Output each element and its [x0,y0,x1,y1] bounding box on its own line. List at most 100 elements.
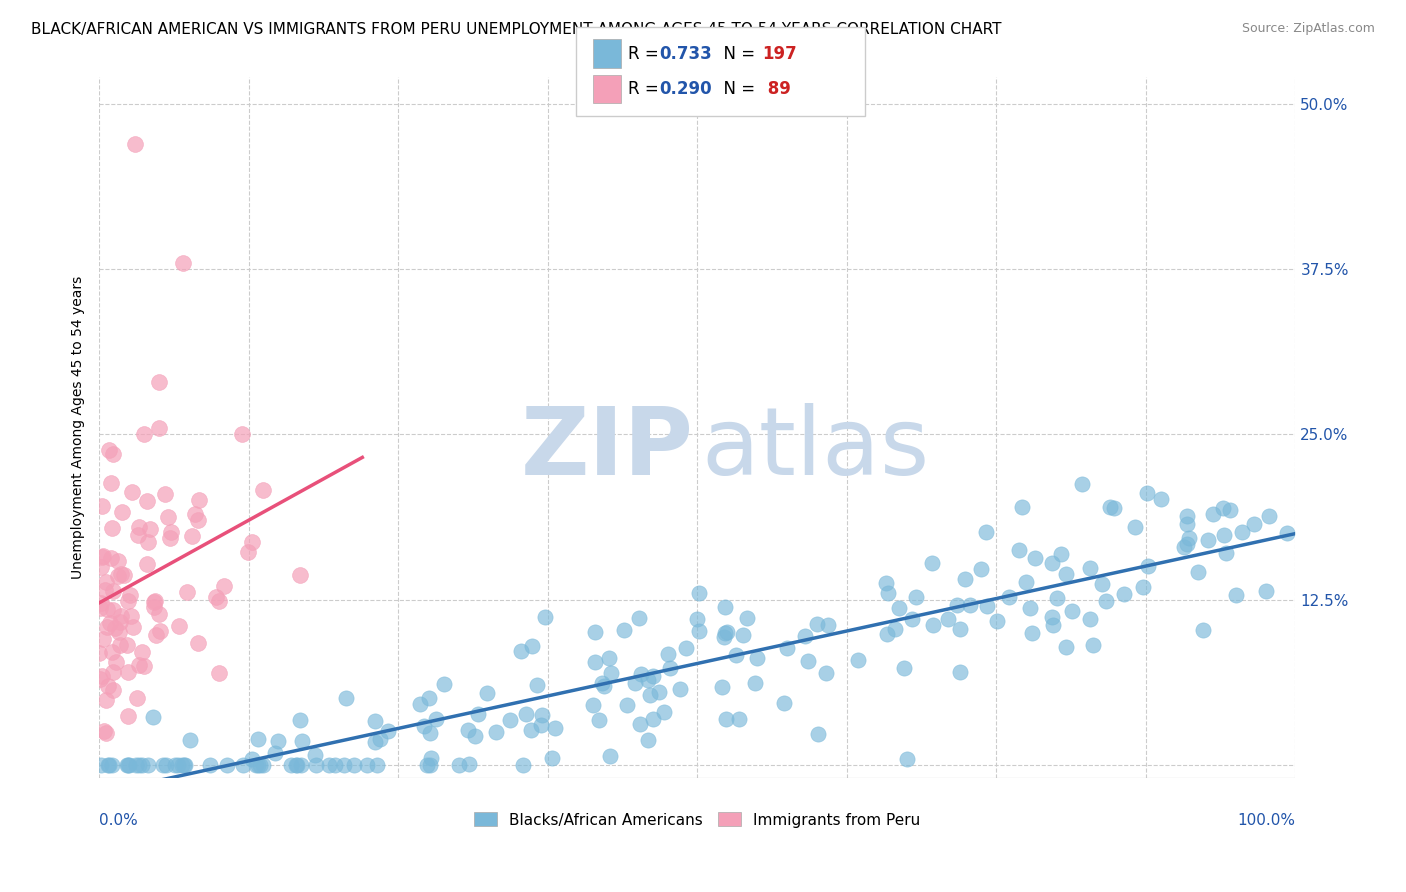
Point [416,758,439,772]
Text: N =: N = [713,45,761,62]
Point [519,723,541,738]
Text: atlas: atlas [700,403,929,495]
Point [974,525,997,540]
Point [93,582,115,597]
Point [648,685,671,699]
Point [187,636,209,650]
Point [998,590,1021,604]
Point [1192,623,1215,637]
Point [725,648,748,663]
Point [675,640,697,655]
Point [120,589,142,603]
Point [419,725,441,739]
Point [264,746,287,760]
Point [335,691,357,706]
Point [120,608,142,623]
Point [686,612,709,626]
Point [90,560,112,574]
Point [89,646,111,660]
Point [108,625,131,640]
Point [89,601,111,615]
Point [598,650,620,665]
Text: 100.0%: 100.0% [1237,814,1295,829]
Point [103,584,125,599]
Point [208,665,231,680]
Point [142,710,165,724]
Point [240,534,263,549]
Point [616,698,638,712]
Point [1225,588,1247,602]
Point [745,650,768,665]
Point [115,758,138,772]
Point [101,645,124,659]
Point [936,612,959,626]
Point [641,712,664,726]
Point [1125,520,1147,534]
Point [101,665,124,680]
Point [846,653,869,667]
Point [419,758,441,772]
Point [1212,501,1234,516]
Point [540,751,562,765]
Point [145,628,167,642]
Point [290,714,312,728]
Point [1040,556,1063,570]
Point [117,665,139,679]
Point [121,484,143,499]
Point [638,688,661,702]
Point [688,624,710,638]
Point [1275,526,1298,541]
Point [1015,574,1038,589]
Point [627,611,650,625]
Point [630,667,652,681]
Point [1173,540,1195,554]
Point [280,758,302,772]
Point [1177,531,1199,545]
Point [131,645,153,659]
Point [107,554,129,568]
Point [976,599,998,614]
Point [132,426,155,441]
Point [104,621,127,635]
Point [1054,567,1077,582]
Point [167,758,190,772]
Point [184,507,207,521]
Point [419,751,441,765]
Point [520,639,543,653]
Point [735,611,758,625]
Point [1024,551,1046,566]
Point [1202,507,1225,521]
Text: R =: R = [628,45,665,62]
Point [533,610,555,624]
Point [1254,583,1277,598]
Point [97,758,120,772]
Point [117,594,139,608]
Point [1197,533,1219,548]
Point [733,628,755,642]
Point [115,638,138,652]
Point [1042,618,1064,632]
Point [91,632,114,646]
Point [1175,508,1198,523]
Point [212,580,235,594]
Text: 0.290: 0.290 [659,80,711,98]
Point [593,679,616,693]
Point [433,677,456,691]
Point [883,622,905,636]
Point [457,723,479,737]
Point [1060,605,1083,619]
Point [531,708,554,723]
Point [117,758,139,772]
Point [90,596,112,610]
Point [591,676,613,690]
Point [1078,561,1101,575]
Point [773,696,796,710]
Point [1008,542,1031,557]
Point [96,619,118,633]
Point [588,713,610,727]
Point [333,758,356,772]
Point [1136,486,1159,500]
Point [637,673,659,687]
Point [127,691,149,706]
Point [343,758,366,772]
